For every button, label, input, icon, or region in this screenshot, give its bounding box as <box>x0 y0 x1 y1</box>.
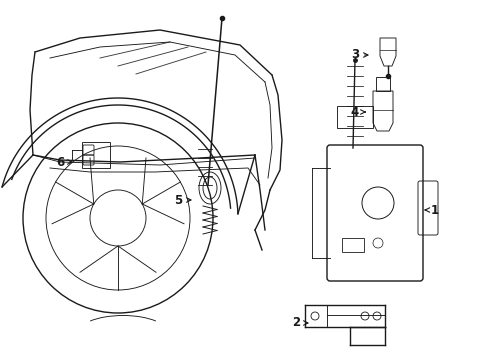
Text: 1: 1 <box>424 203 438 216</box>
Text: 4: 4 <box>350 105 365 118</box>
Text: 3: 3 <box>350 49 367 62</box>
Text: 2: 2 <box>291 316 307 329</box>
Text: 6: 6 <box>56 156 72 168</box>
Text: 5: 5 <box>174 194 191 207</box>
Bar <box>341 238 363 252</box>
